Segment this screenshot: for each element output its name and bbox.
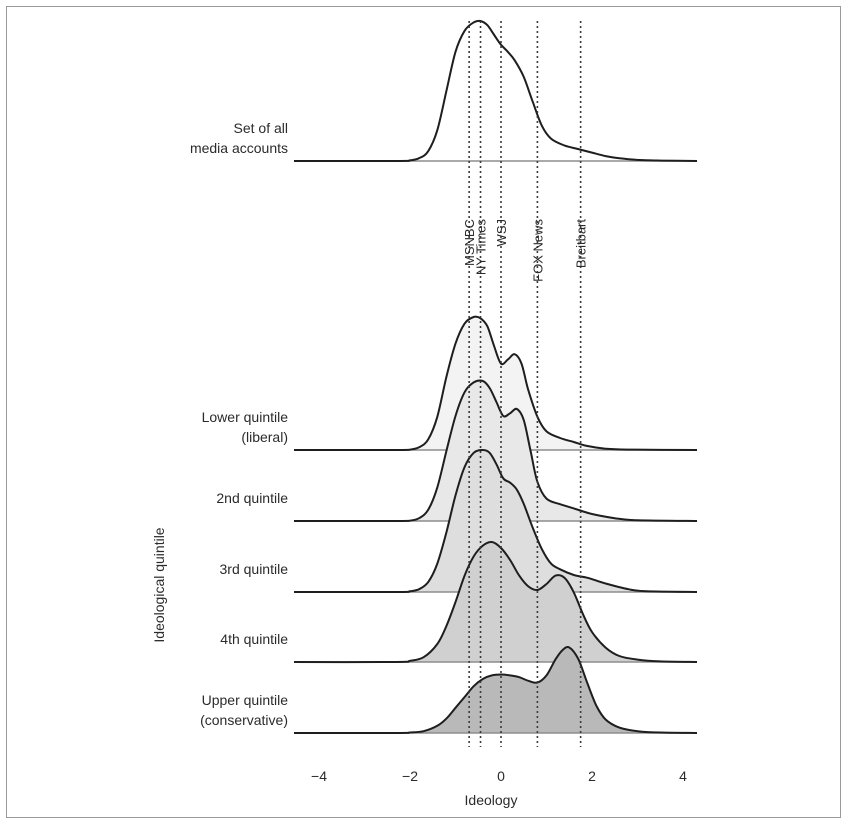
x-axis: −4 −2 0 2 4 <box>311 768 687 784</box>
x-tick-label-1: −2 <box>402 768 418 784</box>
media-label-4: Breitbart <box>574 219 589 269</box>
media-label-2: WSJ <box>494 219 509 246</box>
density-curve-5 <box>293 646 698 735</box>
row-label-1-line-0: Lower quintile <box>202 409 289 425</box>
density-fill-3 <box>294 450 697 593</box>
row-label-0-line-0: Set of all <box>234 120 288 136</box>
row-label-0-line-1: media accounts <box>190 140 288 156</box>
row-label-2-line-0: 2nd quintile <box>216 490 288 506</box>
density-curve-0 <box>293 19 698 163</box>
density-curves <box>293 19 698 735</box>
x-axis-label: Ideology <box>465 792 518 808</box>
density-curve-3 <box>293 449 698 594</box>
row-label-5-line-0: Upper quintile <box>202 692 289 708</box>
media-label-1: NY Times <box>474 219 489 276</box>
x-tick-label-3: 2 <box>588 768 596 784</box>
density-curve-1 <box>293 315 698 452</box>
row-label-5-line-1: (conservative) <box>200 712 288 728</box>
media-label-3: FOX News <box>530 219 545 282</box>
density-curve-2 <box>293 379 698 523</box>
row-label-4-line-0: 4th quintile <box>220 631 288 647</box>
row-labels: Set of all media accounts Lower quintile (l… <box>190 120 288 728</box>
density-fill-4 <box>294 541 697 663</box>
row-label-1-line-1: (liberal) <box>241 429 288 445</box>
chart-frame: MSNBC NY Times WSJ FOX News Breitbart Set of… <box>6 6 841 818</box>
density-fill-1 <box>294 316 697 451</box>
x-tick-label-4: 4 <box>679 768 687 784</box>
density-curve-4 <box>293 540 698 664</box>
y-axis-label: Ideological quintile <box>151 527 167 642</box>
x-tick-label-2: 0 <box>497 768 505 784</box>
media-label-0: MSNBC <box>462 219 477 266</box>
density-fill-5 <box>294 647 697 734</box>
density-fill-2 <box>294 380 697 522</box>
density-fill-0 <box>294 20 697 162</box>
x-tick-label-0: −4 <box>311 768 327 784</box>
row-label-3-line-0: 3rd quintile <box>220 561 289 577</box>
